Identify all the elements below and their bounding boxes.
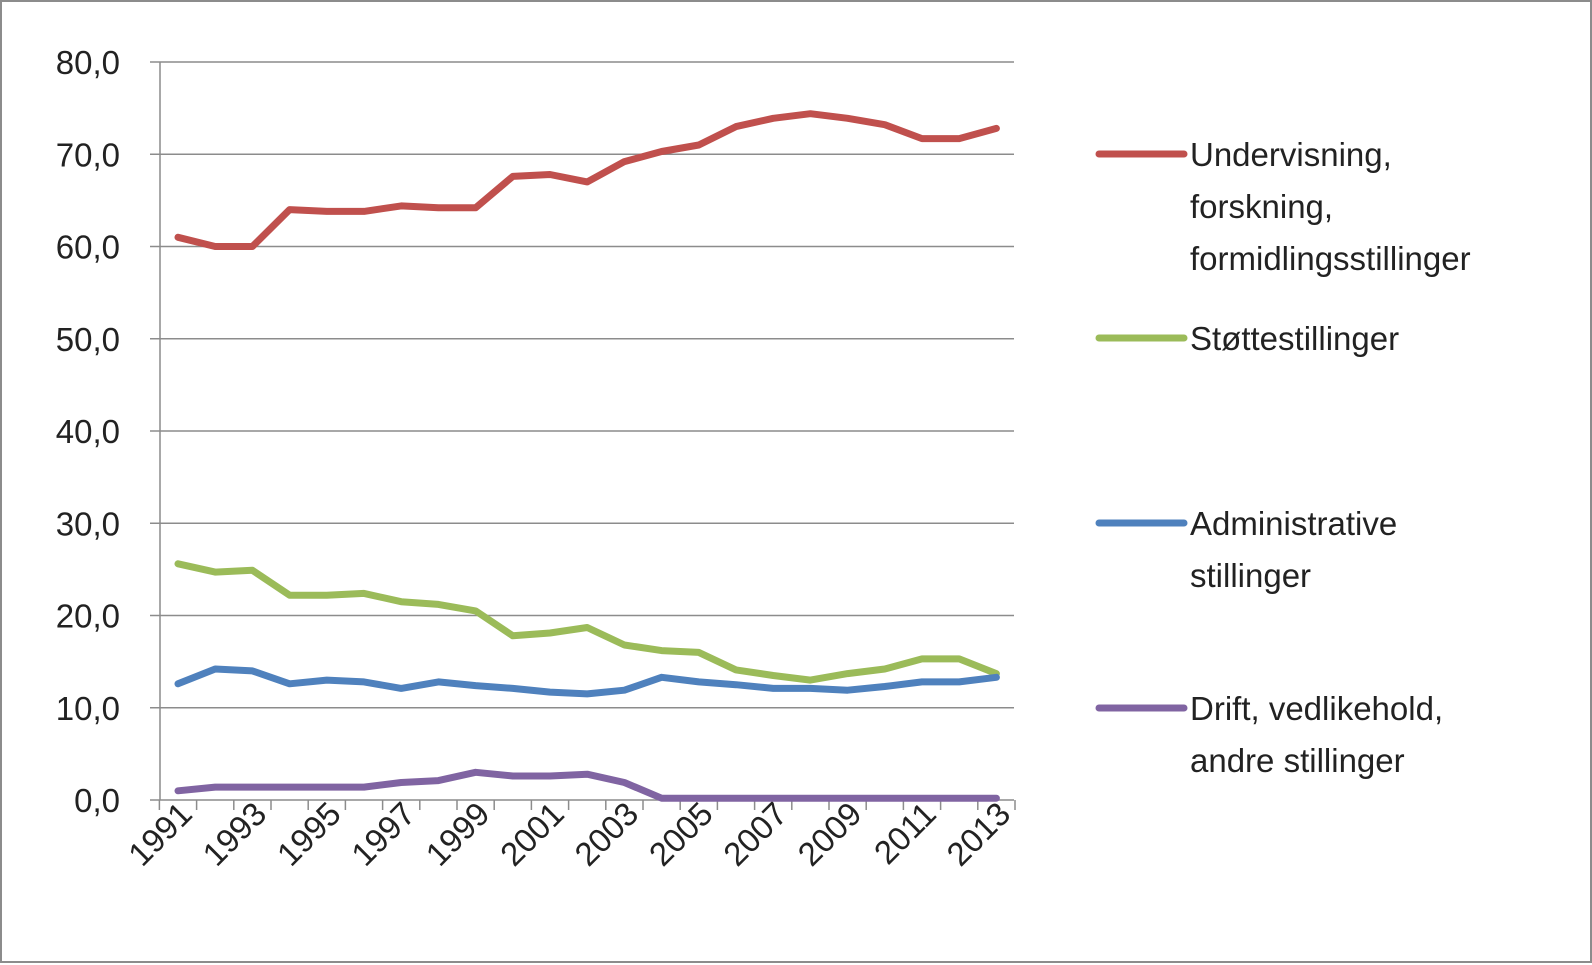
legend-label: Støttestillinger	[1190, 320, 1399, 357]
y-tick-label: 30,0	[56, 505, 120, 542]
gridlines	[160, 61, 1014, 709]
y-tick-label: 20,0	[56, 598, 120, 635]
y-axis-tick-labels: 0,0 10,0 20,0 30,0 40,0 50,0 60,0 70,0 80,0	[56, 44, 120, 819]
y-tick-label: 60,0	[56, 229, 120, 266]
legend-label: stillinger	[1190, 557, 1311, 594]
x-tick-label: 1993	[195, 795, 273, 873]
series-lines	[174, 110, 1000, 802]
y-tick-label: 80,0	[56, 44, 120, 81]
legend-label: Undervisning,	[1190, 136, 1392, 173]
y-tick-label: 50,0	[56, 321, 120, 358]
series-line	[174, 110, 1000, 250]
legend-label: Administrative	[1190, 505, 1397, 542]
x-tick-label: 2005	[642, 795, 720, 873]
y-tick-label: 0,0	[74, 782, 120, 819]
y-tick-label: 40,0	[56, 413, 120, 450]
series-line	[174, 768, 1000, 802]
series-line	[174, 665, 1000, 698]
x-tick-label: 2003	[567, 795, 645, 873]
x-tick-label: 1991	[121, 795, 199, 873]
x-tick-label: 2011	[867, 795, 943, 871]
x-tick-label: 1997	[344, 795, 422, 873]
y-tick-label: 70,0	[56, 136, 120, 173]
x-tick-label: 1995	[270, 795, 348, 873]
legend-label: andre stillinger	[1190, 742, 1405, 779]
series-line	[174, 560, 1000, 684]
legend-label: formidlingsstillinger	[1190, 240, 1471, 277]
legend-label: forskning,	[1190, 188, 1333, 225]
x-tick-label: 2013	[939, 795, 1017, 873]
axes	[150, 61, 1016, 810]
x-tick-label: 1999	[418, 795, 496, 873]
legend: Undervisning, forskning, formidlingsstilli…	[1095, 136, 1471, 779]
x-tick-label: 2007	[716, 795, 794, 873]
x-tick-label: 2009	[790, 795, 868, 873]
y-tick-label: 10,0	[56, 690, 120, 727]
legend-label: Drift, vedlikehold,	[1190, 690, 1443, 727]
x-tick-label: 2001	[493, 795, 571, 873]
